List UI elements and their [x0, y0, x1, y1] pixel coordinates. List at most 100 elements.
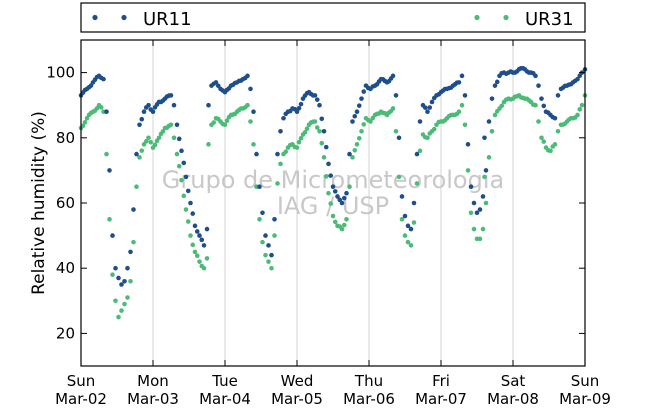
data-point-ur31 [390, 106, 396, 111]
data-point-ur11 [541, 103, 547, 109]
data-point-ur11 [171, 102, 177, 108]
data-point-ur11 [539, 96, 544, 101]
data-point-ur11 [359, 96, 364, 101]
x-tick-label-date: Mar-05 [271, 390, 323, 408]
data-point-ur31 [482, 174, 487, 180]
data-point-ur31 [405, 239, 411, 245]
data-point-ur31 [425, 135, 430, 141]
data-point-ur11 [139, 116, 145, 122]
x-tick-label-day: Fri [432, 372, 450, 390]
data-point-ur31 [224, 118, 230, 123]
data-point-ur31 [201, 265, 207, 271]
data-point-ur11 [396, 135, 402, 141]
data-point-ur11 [459, 73, 465, 79]
data-point-ur11 [269, 252, 274, 258]
data-point-ur31 [477, 236, 483, 242]
data-point-ur11 [281, 115, 286, 121]
data-point-ur11 [134, 151, 139, 157]
data-point-ur31 [431, 126, 437, 132]
data-point-ur31 [552, 142, 558, 147]
data-point-ur31 [185, 219, 191, 224]
data-point-ur31 [263, 252, 268, 258]
data-point-ur11 [251, 109, 256, 115]
data-point-ur11 [356, 103, 362, 108]
x-tick-label-date: Mar-09 [559, 390, 611, 408]
legend-marker-ur11 [92, 14, 98, 21]
data-point-ur31 [156, 135, 162, 141]
data-point-ur31 [107, 217, 112, 222]
data-point-ur11 [354, 109, 360, 115]
data-point-ur31 [283, 149, 289, 155]
data-point-ur11 [536, 83, 541, 88]
data-point-ur31 [183, 207, 189, 212]
data-point-ur31 [269, 265, 274, 271]
data-point-ur31 [575, 112, 580, 118]
data-point-ur31 [417, 148, 423, 154]
data-point-ur31 [341, 222, 347, 228]
data-point-ur31 [402, 233, 408, 238]
x-tick-label-day: Mon [137, 372, 169, 390]
data-point-ur11 [483, 168, 489, 173]
data-point-ur31 [471, 226, 477, 232]
data-point-ur11 [393, 93, 399, 98]
data-point-ur31 [533, 102, 538, 108]
series-ur31 [78, 93, 588, 320]
data-point-ur11 [344, 190, 349, 196]
data-point-ur31 [176, 163, 182, 169]
x-tick-label-date: Mar-08 [487, 390, 539, 408]
legend-box [80, 2, 586, 33]
data-point-ur31 [143, 139, 149, 144]
data-point-ur31 [304, 126, 310, 132]
data-point-ur31 [332, 219, 338, 225]
data-point-ur31 [555, 128, 561, 134]
data-point-ur31 [222, 122, 228, 128]
data-point-ur31 [459, 102, 465, 108]
data-point-ur31 [104, 151, 109, 157]
data-point-ur11 [399, 194, 405, 199]
data-point-ur31 [321, 155, 327, 160]
data-point-ur11 [260, 210, 265, 216]
y-axis-label: Relative humidity (%) [29, 111, 49, 295]
data-point-ur11 [425, 109, 430, 115]
data-point-ur31 [541, 139, 547, 144]
x-tick-label-date: Mar-04 [199, 390, 251, 408]
data-point-ur11 [101, 76, 106, 82]
data-point-ur31 [368, 119, 373, 124]
data-point-ur31 [328, 201, 334, 206]
y-tick-label: 80 [56, 129, 75, 147]
data-point-ur31 [499, 103, 505, 109]
data-point-ur31 [179, 177, 184, 183]
data-point-ur11 [417, 119, 423, 124]
data-point-ur11 [113, 265, 118, 271]
data-point-ur31 [131, 239, 136, 245]
data-point-ur31 [211, 120, 217, 125]
x-tick-label-day: Sun [67, 372, 96, 390]
data-point-ur11 [194, 229, 200, 234]
data-point-ur11 [408, 226, 414, 232]
data-point-ur31 [190, 242, 196, 248]
plot-area: Grupo de Micrometeorologia IAG / USP 20 4… [46, 39, 611, 408]
x-axis-ticks: SunMar-02MonMar-03TueMar-04WedMar-05ThuM… [55, 40, 611, 408]
data-point-ur31 [266, 259, 271, 264]
data-point-ur11 [465, 142, 471, 147]
data-point-ur31 [113, 298, 118, 304]
data-point-ur11 [298, 101, 304, 107]
data-point-ur31 [302, 130, 308, 135]
data-point-ur11 [185, 188, 191, 194]
x-tick-label-date: Mar-07 [415, 390, 467, 408]
data-point-ur11 [150, 109, 156, 115]
data-point-ur11 [266, 243, 271, 248]
data-point-ur31 [80, 123, 86, 129]
data-point-ur11 [206, 102, 211, 108]
data-point-ur11 [168, 93, 174, 98]
legend: UR11 UR31 [80, 2, 586, 33]
data-point-ur11 [122, 278, 127, 284]
data-point-ur31 [456, 109, 462, 115]
y-tick-label: 40 [56, 259, 75, 277]
data-point-ur11 [319, 116, 325, 122]
data-point-ur11 [326, 161, 331, 167]
data-point-ur11 [492, 83, 498, 88]
data-point-ur11 [254, 151, 259, 157]
data-point-ur11 [275, 151, 280, 157]
